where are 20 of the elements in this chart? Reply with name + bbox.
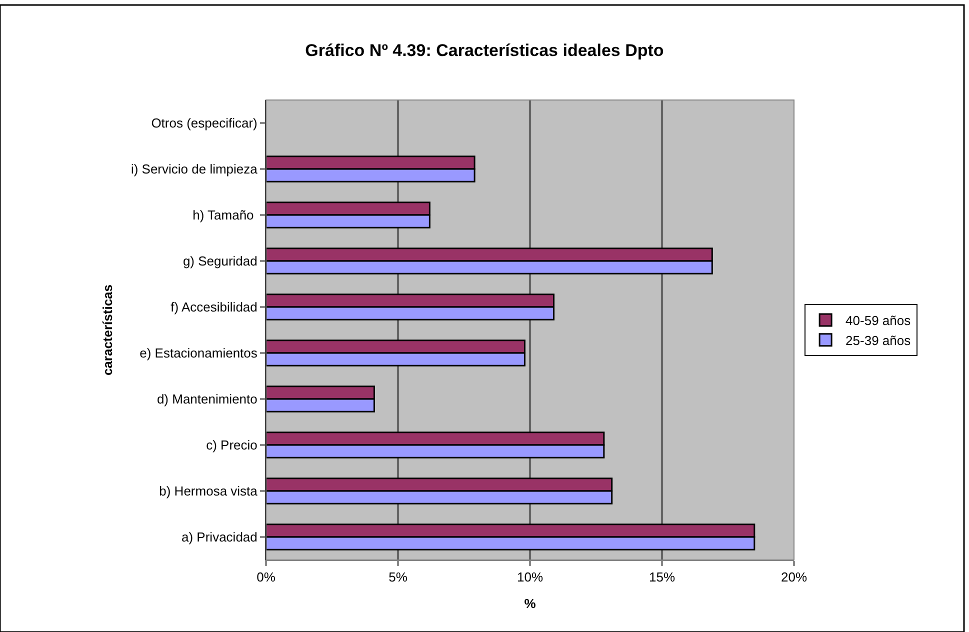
y-tick-label: h) Tamaño [192, 208, 258, 223]
x-tick-label: 20% [780, 570, 808, 585]
y-tick-label: g) Seguridad [182, 254, 258, 269]
x-tick-label: 15% [648, 570, 676, 585]
x-tick-label: 5% [388, 570, 408, 585]
x-tick-label: 0% [256, 570, 276, 585]
y-tick-label: b) Hermosa vista [159, 484, 258, 499]
x-tick-label: 10% [516, 570, 544, 585]
y-tick-label: f) Accesibilidad [170, 300, 258, 315]
y-tick-label: d) Mantenimiento [156, 392, 258, 407]
y-tick-label: c) Precio [206, 438, 258, 453]
y-axis-title: características [100, 284, 115, 376]
y-tick-label: a) Privacidad [182, 530, 258, 545]
legend-label: 25-39 años [846, 332, 912, 348]
chart-title: Gráfico Nº 4.39: Características ideales Dpto [305, 41, 664, 60]
legend-label: 40-59 años [846, 313, 912, 328]
y-tick-label: e) Estacionamientos [140, 346, 258, 361]
y-tick-label: Otros (especificar) [151, 116, 258, 131]
x-axis-title: % [524, 596, 536, 612]
y-tick-label: i) Servicio de limpieza [130, 162, 258, 177]
